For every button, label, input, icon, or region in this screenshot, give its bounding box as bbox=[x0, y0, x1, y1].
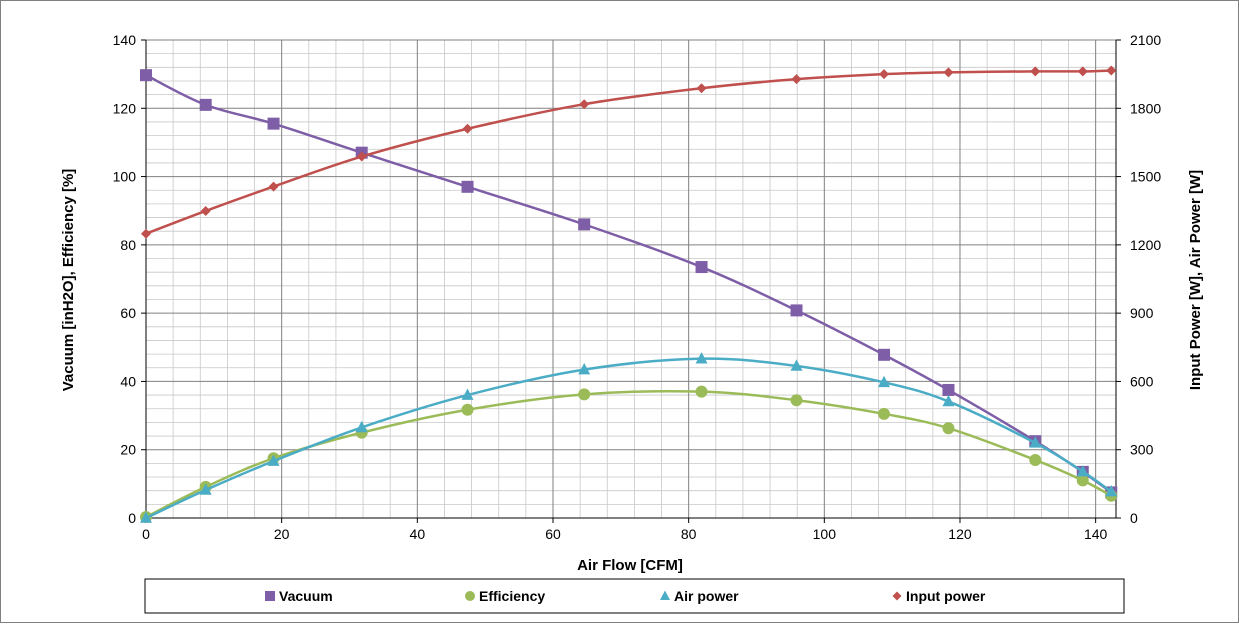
data-point-input-power bbox=[1077, 66, 1088, 77]
y-right-tick-label: 900 bbox=[1130, 305, 1154, 321]
y-right-tick-label: 1200 bbox=[1130, 237, 1161, 253]
legend-box bbox=[144, 578, 1125, 614]
data-point-input-power bbox=[791, 74, 802, 85]
data-point-input-power bbox=[1030, 66, 1041, 77]
y-right-tick-label: 2100 bbox=[1130, 32, 1161, 48]
legend-item-air-power: Air power bbox=[660, 588, 739, 604]
x-tick-label: 140 bbox=[1084, 526, 1108, 542]
series-vacuum bbox=[140, 69, 1118, 499]
series-line-vacuum bbox=[145, 74, 1112, 494]
legend-item-input-power: Input power bbox=[892, 588, 986, 604]
data-point-air-power bbox=[140, 511, 152, 523]
tick-labels: 0 20 40 60 80 100 120 140 0 20 40 60 80 100 120 140 0 300… bbox=[113, 32, 1162, 542]
data-point-efficiency bbox=[790, 394, 803, 407]
legend-label-air-power: Air power bbox=[674, 588, 739, 604]
y-left-tick-label: 100 bbox=[113, 169, 137, 185]
x-tick-label: 120 bbox=[948, 526, 972, 542]
data-point-efficiency bbox=[942, 422, 955, 435]
x-tick-label: 0 bbox=[142, 526, 150, 542]
data-point-input-power bbox=[943, 67, 954, 78]
y-left-tick-label: 120 bbox=[113, 100, 137, 116]
data-point-input-power bbox=[141, 228, 151, 239]
legend-item-vacuum: Vacuum bbox=[265, 588, 333, 604]
data-point-vacuum bbox=[267, 117, 280, 130]
legend-marker-efficiency bbox=[465, 591, 475, 601]
y-right-tick-label: 0 bbox=[1130, 510, 1138, 526]
y-left-tick-label: 40 bbox=[120, 373, 136, 389]
y-right-axis-title: Input Power [W], Air Power [W] bbox=[1187, 170, 1204, 390]
legend-item-efficiency: Efficiency bbox=[465, 588, 545, 604]
data-point-efficiency bbox=[578, 388, 591, 401]
x-tick-label: 20 bbox=[274, 526, 290, 542]
data-point-air-power bbox=[942, 394, 955, 407]
data-point-air-power bbox=[199, 483, 212, 495]
y-left-tick-label: 60 bbox=[120, 305, 136, 321]
y-right-tick-label: 600 bbox=[1130, 373, 1154, 389]
data-point-input-power bbox=[879, 69, 890, 80]
series-air-power bbox=[140, 352, 1118, 523]
data-point-vacuum bbox=[790, 304, 803, 317]
grid bbox=[145, 39, 1116, 519]
data-point-input-power bbox=[356, 151, 367, 162]
data-point-efficiency bbox=[461, 403, 474, 416]
legend: Vacuum Efficiency Air power Input power bbox=[144, 578, 1125, 614]
data-point-air-power bbox=[790, 359, 803, 371]
series bbox=[140, 65, 1118, 523]
x-tick-label: 80 bbox=[681, 526, 697, 542]
data-point-efficiency bbox=[1076, 474, 1089, 487]
data-point-vacuum bbox=[942, 383, 955, 396]
y-left-tick-label: 0 bbox=[128, 510, 136, 526]
data-point-input-power bbox=[1106, 65, 1117, 76]
legend-marker-vacuum bbox=[265, 591, 275, 601]
legend-label-vacuum: Vacuum bbox=[279, 588, 333, 604]
data-point-efficiency bbox=[878, 407, 891, 420]
y-right-tick-label: 300 bbox=[1130, 442, 1154, 458]
data-point-air-power bbox=[1105, 484, 1118, 497]
x-axis-title: Air Flow [CFM] bbox=[577, 557, 683, 574]
plot-area bbox=[146, 40, 1116, 518]
legend-marker-input-power bbox=[892, 591, 902, 601]
data-point-input-power bbox=[268, 181, 279, 192]
y-right-tick-label: 1500 bbox=[1130, 169, 1161, 185]
data-point-air-power bbox=[461, 388, 474, 400]
data-point-input-power bbox=[462, 123, 473, 134]
y-right-tick-label: 1800 bbox=[1130, 100, 1161, 116]
data-point-air-power bbox=[878, 375, 891, 388]
data-point-efficiency bbox=[695, 385, 708, 398]
x-tick-label: 40 bbox=[410, 526, 426, 542]
y-left-axis-title: Vacuum [inH2O], Efficiency [%] bbox=[60, 169, 77, 392]
y-left-tick-label: 140 bbox=[113, 32, 137, 48]
data-point-air-power bbox=[695, 352, 708, 364]
data-point-air-power bbox=[1076, 464, 1089, 477]
data-point-air-power bbox=[267, 454, 280, 466]
data-point-vacuum bbox=[695, 261, 708, 274]
data-point-vacuum bbox=[140, 69, 152, 82]
data-point-vacuum bbox=[878, 348, 891, 361]
axes bbox=[141, 39, 1121, 523]
data-point-air-power bbox=[578, 362, 591, 375]
data-point-air-power bbox=[355, 420, 368, 433]
data-point-air-power bbox=[1029, 436, 1042, 448]
series-line-input-power bbox=[145, 69, 1112, 235]
series-input-power bbox=[141, 65, 1117, 239]
x-tick-label: 60 bbox=[545, 526, 561, 542]
data-point-vacuum bbox=[461, 180, 474, 193]
legend-marker-air-power bbox=[660, 590, 670, 600]
data-point-input-power bbox=[200, 205, 211, 216]
legend-label-efficiency: Efficiency bbox=[479, 588, 545, 604]
legend-label-input-power: Input power bbox=[906, 588, 986, 604]
x-tick-label: 100 bbox=[813, 526, 837, 542]
data-point-vacuum bbox=[578, 218, 591, 231]
data-point-efficiency bbox=[1029, 453, 1042, 466]
y-left-tick-label: 80 bbox=[120, 237, 136, 253]
data-point-input-power bbox=[579, 99, 590, 110]
y-left-tick-label: 20 bbox=[120, 442, 136, 458]
data-point-input-power bbox=[696, 83, 707, 94]
data-point-vacuum bbox=[199, 98, 212, 111]
